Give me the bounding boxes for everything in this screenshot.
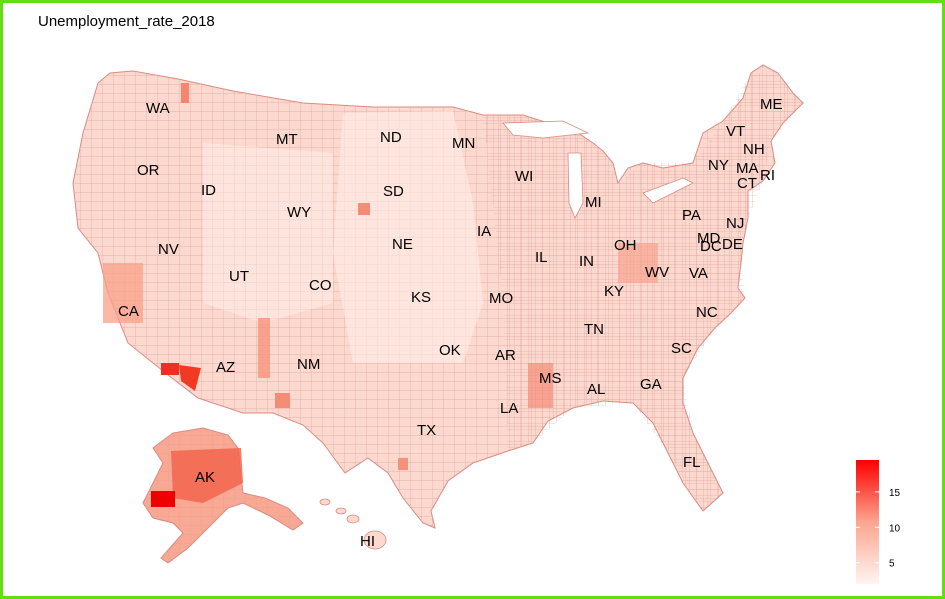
lake-michigan xyxy=(567,152,584,219)
state-label-wy: WY xyxy=(287,204,311,221)
alaska xyxy=(142,427,304,564)
hotspot-wa xyxy=(181,83,189,103)
state-label-ut: UT xyxy=(229,268,249,285)
legend-color-bar xyxy=(856,460,879,584)
state-label-ca: CA xyxy=(118,303,139,320)
legend-ticks: 15 10 5 xyxy=(856,488,901,570)
state-label-mi: MI xyxy=(585,194,602,211)
state-label-tx: TX xyxy=(417,422,436,439)
state-label-nm: NM xyxy=(297,356,320,373)
hotspot-ms xyxy=(528,363,553,408)
state-label-me: ME xyxy=(760,96,783,113)
state-label-ct: CT xyxy=(737,175,757,192)
hawaii-island-2 xyxy=(335,507,347,515)
alaska-hotspot xyxy=(171,448,243,503)
state-label-fl: FL xyxy=(683,454,701,471)
state-label-ny: NY xyxy=(708,157,729,174)
state-label-hi: HI xyxy=(360,533,375,550)
hotspot-az xyxy=(161,363,179,375)
state-label-dc: DC xyxy=(700,238,722,255)
mountain-region xyxy=(203,143,333,323)
state-label-ms: MS xyxy=(539,370,562,387)
state-label-va: VA xyxy=(689,265,708,282)
hawaii xyxy=(319,498,387,550)
hotspot-az-2 xyxy=(179,365,201,391)
state-label-nv: NV xyxy=(158,241,179,258)
state-label-ok: OK xyxy=(439,342,461,359)
state-label-md: MD xyxy=(697,230,720,247)
hawaii-island-3 xyxy=(346,514,360,524)
state-label-sd: SD xyxy=(383,183,404,200)
state-label-al: AL xyxy=(587,381,605,398)
legend-tick-label: 5 xyxy=(889,559,895,570)
alaska-max-hotspot xyxy=(151,491,175,507)
lake-erie xyxy=(642,177,694,204)
hotspot-nm-2 xyxy=(275,393,290,408)
state-label-nc: NC xyxy=(696,304,718,321)
hotspot-ca xyxy=(103,263,143,323)
state-label-ar: AR xyxy=(495,347,516,364)
state-label-or: OR xyxy=(137,162,160,179)
state-label-sc: SC xyxy=(671,340,692,357)
state-label-wv: WV xyxy=(645,264,669,281)
state-label-ga: GA xyxy=(640,376,662,393)
hawaii-island-1 xyxy=(319,498,331,506)
state-label-az: AZ xyxy=(216,359,235,376)
state-label-pa: PA xyxy=(682,207,701,224)
state-label-ks: KS xyxy=(411,289,431,306)
state-label-tn: TN xyxy=(584,321,604,338)
eastern-counties xyxy=(483,73,803,511)
state-label-mt: MT xyxy=(276,131,298,148)
state-label-ma: MA xyxy=(736,160,759,177)
state-label-la: LA xyxy=(500,400,518,417)
state-label-in: IN xyxy=(579,253,594,270)
hotspot-nm xyxy=(258,318,270,378)
state-label-nh: NH xyxy=(743,141,765,158)
state-label-mo: MO xyxy=(489,290,513,307)
state-label-ia: IA xyxy=(477,223,491,240)
state-label-nj: NJ xyxy=(726,215,744,232)
hotspot-tx xyxy=(398,458,408,470)
state-label-id: ID xyxy=(201,182,216,199)
state-label-co: CO xyxy=(309,277,332,294)
legend: 15 10 5 xyxy=(856,460,901,584)
hotspot-sd xyxy=(358,203,370,215)
legend-tick-label: 15 xyxy=(889,488,901,499)
state-label-ri: RI xyxy=(760,167,775,184)
hotspot-wv xyxy=(618,243,658,283)
lake-superior xyxy=(502,120,590,139)
choropleth-map: WA OR CA ID NV MT WY UT AZ CO NM ND SD N… xyxy=(72,64,901,584)
state-label-ky: KY xyxy=(604,283,624,300)
state-label-oh: OH xyxy=(614,237,637,254)
hawaii-island-4 xyxy=(363,530,387,550)
map-title: Unemployment_rate_2018 xyxy=(38,13,215,30)
state-label-vt: VT xyxy=(726,123,745,140)
state-label-ne: NE xyxy=(392,236,413,253)
state-label-nd: ND xyxy=(380,129,402,146)
state-label-mn: MN xyxy=(452,135,475,152)
state-label-wa: WA xyxy=(146,100,170,117)
state-label-il: IL xyxy=(535,249,548,266)
state-label-de: DE xyxy=(722,236,743,253)
us-mainland xyxy=(72,64,804,529)
plains-region xyxy=(333,111,483,363)
state-label-ak: AK xyxy=(195,469,215,486)
state-label-wi: WI xyxy=(515,168,533,185)
state-labels: WA OR CA ID NV MT WY UT AZ CO NM ND SD N… xyxy=(118,96,783,550)
legend-tick-label: 10 xyxy=(889,523,901,534)
